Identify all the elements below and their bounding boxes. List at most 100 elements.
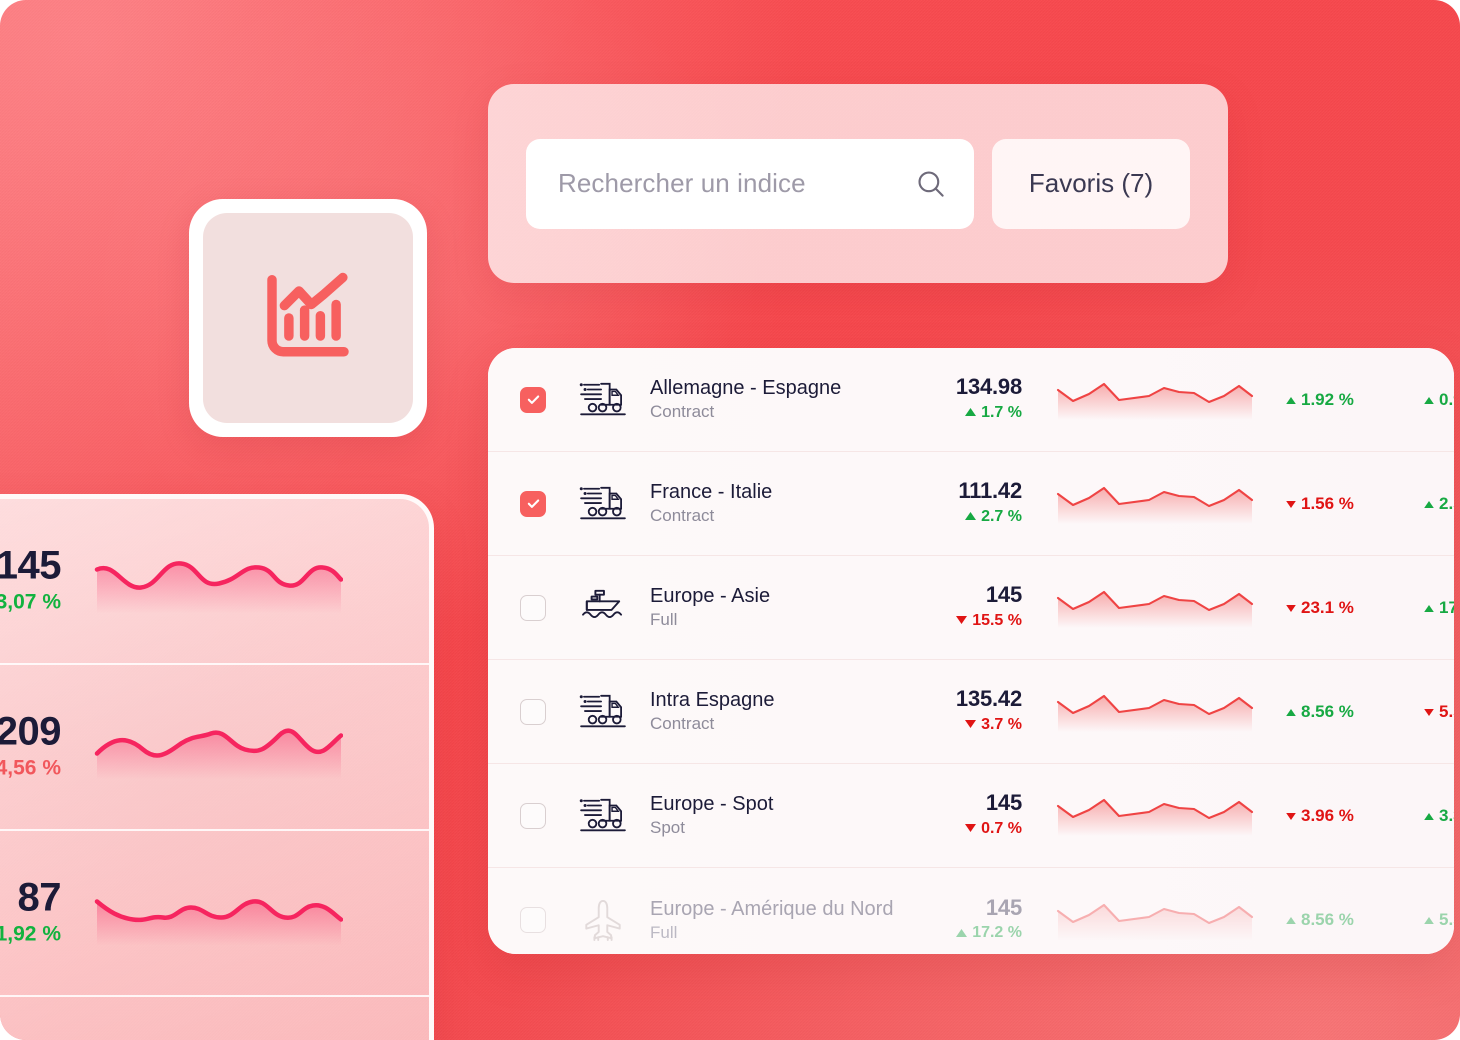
row-checkbox[interactable] (520, 907, 546, 933)
row-change: 2.7 % (898, 505, 1022, 529)
triangle-up-icon (1424, 500, 1434, 508)
triangle-down-icon (956, 616, 968, 625)
row-price-block: 111.42 2.7 % (898, 478, 1022, 528)
row-labels: Europe - Asie Full (650, 583, 898, 632)
row-labels: Europe - Spot Spot (650, 791, 898, 840)
truck-icon (572, 692, 634, 732)
row-price: 145 (985, 582, 1022, 608)
truck-icon (572, 796, 634, 836)
row-price-block: 135.42 3.7 % (898, 686, 1022, 736)
row-checkbox[interactable] (520, 698, 546, 725)
triangle-up-icon (965, 512, 977, 521)
row-price-block: 145 15.5 % (898, 582, 1022, 632)
left-summary-panel: 145 3,07 % 209 4,56 % (0, 494, 434, 1040)
row-labels: Europe - Amérique du Nord Full (650, 896, 898, 945)
row-checkbox[interactable] (520, 802, 546, 829)
row-change: 15.5 % (898, 609, 1022, 633)
triangle-up-icon (1424, 812, 1434, 820)
triangle-down-icon (1286, 604, 1296, 612)
summary-row[interactable]: 163 (0, 997, 429, 1040)
row-change: 3.7 % (898, 713, 1022, 737)
summary-values: 87 1,92 % (0, 875, 62, 950)
triangle-down-icon (1286, 812, 1296, 820)
summary-values: 145 3,07 % (0, 543, 62, 618)
row-price: 134.98 (955, 374, 1022, 400)
row-type: Contract (650, 402, 715, 422)
summary-value: 209 (0, 709, 62, 754)
row-type: Spot (650, 818, 685, 838)
row-labels: Intra Espagne Contract (650, 687, 898, 736)
triangle-up-icon (1286, 396, 1296, 404)
triangle-down-icon (1286, 500, 1296, 508)
row-change: 17.2 % (898, 921, 1022, 945)
summary-row[interactable]: 87 1,92 % (0, 831, 429, 997)
row-name: Europe - Spot (650, 793, 774, 816)
row-name: Allemagne - Espagne (650, 377, 842, 400)
summary-delta: 3,07 % (0, 590, 61, 614)
row-pct-2: 2.58 % (1424, 494, 1454, 514)
row-checkbox[interactable] (520, 594, 546, 621)
summary-delta: 1,92 % (0, 922, 61, 946)
row-price: 145 (985, 894, 1022, 920)
row-pct-1: 1.56 % (1286, 494, 1396, 514)
triangle-up-icon (1424, 604, 1434, 612)
table-row[interactable]: Europe - Amérique du Nord Full 145 17.2 … (488, 868, 1454, 954)
row-checkbox[interactable] (520, 490, 546, 517)
table-row[interactable]: Allemagne - Espagne Contract 134.98 1.7 … (488, 348, 1454, 452)
row-name: France - Italie (650, 481, 773, 504)
row-pct-2: 17.56 % (1424, 598, 1454, 618)
row-pct-1: 8.56 % (1286, 910, 1396, 930)
plane-icon (572, 899, 634, 941)
summary-delta: 4,56 % (0, 756, 61, 780)
triangle-up-icon (1286, 917, 1296, 925)
triangle-up-icon (956, 928, 968, 937)
summary-values: 209 4,56 % (0, 709, 62, 784)
row-sparkline (1056, 790, 1266, 841)
row-type: Full (650, 922, 678, 942)
triangle-up-icon (965, 408, 977, 417)
summary-sparkline (93, 710, 344, 785)
search-input-placeholder: Rechercher un indice (558, 168, 806, 198)
triangle-up-icon (1424, 396, 1434, 404)
triangle-up-icon (1286, 708, 1296, 716)
row-price: 145 (985, 790, 1022, 816)
summary-sparkline (93, 876, 344, 951)
row-sparkline (1056, 582, 1266, 633)
summary-value: 145 (0, 543, 62, 588)
row-sparkline (1056, 895, 1266, 946)
row-checkbox[interactable] (520, 386, 546, 413)
bar-chart-trend-icon (267, 272, 349, 357)
favoris-button[interactable]: Favoris (7) (992, 138, 1190, 229)
summary-sparkline (93, 544, 344, 619)
table-row[interactable]: Europe - Spot Spot 145 0.7 % 3.96 % (488, 764, 1454, 868)
row-name: Intra Espagne (650, 689, 775, 712)
row-price-block: 134.98 1.7 % (898, 374, 1022, 424)
search-icon[interactable] (914, 167, 948, 201)
row-change: 1.7 % (898, 401, 1022, 425)
row-pct-2: 5.58 % (1424, 702, 1454, 722)
row-change: 0.7 % (898, 817, 1022, 841)
summary-value: 87 (17, 875, 62, 920)
summary-row[interactable]: 145 3,07 % (0, 499, 429, 665)
row-price: 111.42 (958, 478, 1022, 504)
brand-icon-tile (189, 199, 427, 437)
row-pct-1: 3.96 % (1286, 806, 1396, 826)
row-name: Europe - Asie (650, 585, 771, 608)
truck-icon (572, 484, 634, 524)
row-pct-2: 0.95 % (1424, 390, 1454, 410)
triangle-down-icon (1424, 708, 1434, 716)
table-row[interactable]: France - Italie Contract 111.42 2.7 % 1.… (488, 452, 1454, 556)
row-pct-1: 1.92 % (1286, 390, 1396, 410)
table-row[interactable]: Intra Espagne Contract 135.42 3.7 % 8.56… (488, 660, 1454, 764)
row-sparkline (1056, 686, 1266, 737)
row-price-block: 145 17.2 % (898, 895, 1022, 945)
search-input[interactable]: Rechercher un indice (526, 138, 974, 229)
row-type: Full (650, 610, 678, 630)
row-name: Europe - Amérique du Nord (650, 897, 894, 920)
search-panel: Rechercher un indice Favoris (7) (488, 84, 1228, 283)
summary-row[interactable]: 209 4,56 % (0, 665, 429, 831)
table-row[interactable]: Europe - Asie Full 145 15.5 % 23.1 % (488, 556, 1454, 660)
row-pct-2: 3.34 % (1424, 806, 1454, 826)
row-sparkline (1056, 478, 1266, 529)
